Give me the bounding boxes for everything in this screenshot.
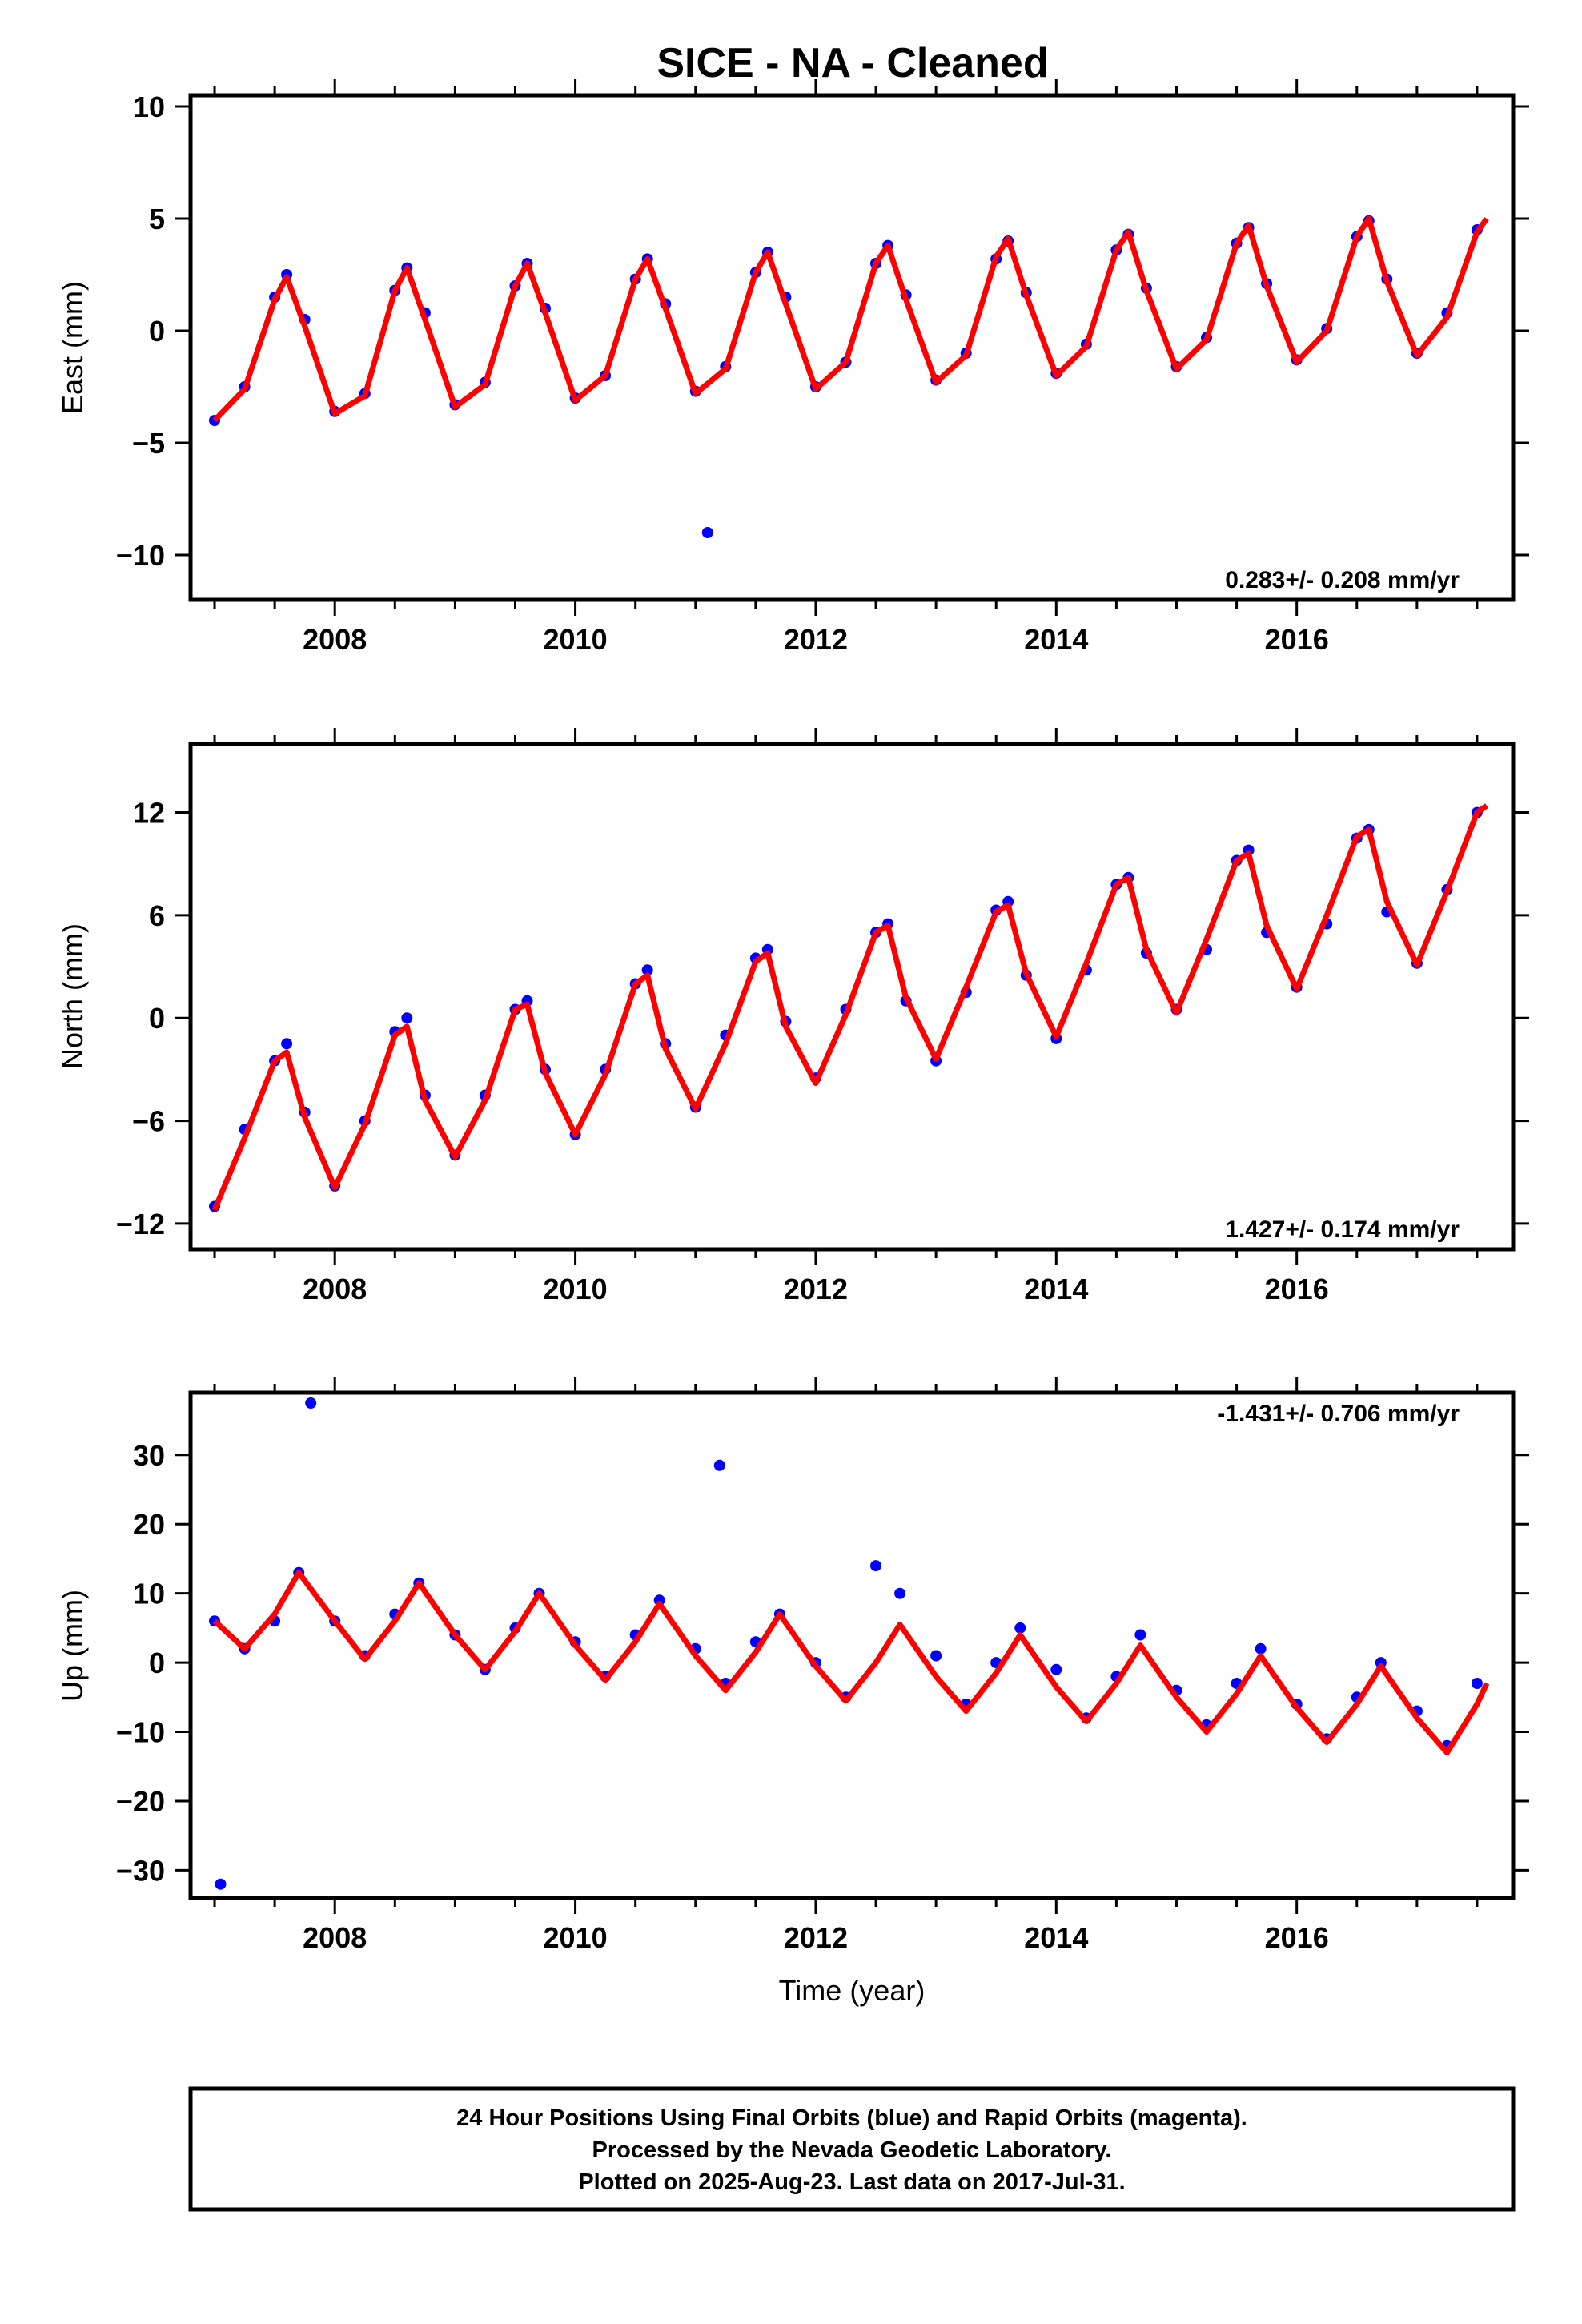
east-x-tick-label: 2016 — [1265, 623, 1329, 656]
east-panel-frame — [188, 93, 1516, 602]
up-panel: 2008 2010 2012 2014 2016 −30 −20 −10 0 10 20 30 Up … — [56, 1377, 1529, 1954]
x-axis-label: Time (year) — [779, 1974, 926, 2007]
up-x-tick-label: 2014 — [1024, 1921, 1088, 1954]
caption-line-1: 24 Hour Positions Using Final Orbits (bl… — [456, 2105, 1247, 2131]
east-y-tick-label: 10 — [133, 90, 165, 123]
up-data-point — [713, 1459, 725, 1471]
figure-title: SICE - NA - Cleaned — [656, 40, 1048, 86]
north-data-point — [401, 1012, 413, 1024]
up-y-tick-label: −30 — [116, 1854, 165, 1887]
up-data-point — [1050, 1663, 1062, 1675]
north-data-point — [641, 964, 653, 976]
up-fit-line — [212, 1570, 1490, 1755]
east-y-tick-label: −10 — [116, 539, 165, 572]
east-data-point — [701, 527, 713, 538]
east-x-tick-label: 2014 — [1024, 623, 1088, 656]
up-rate-label: -1.431+/- 0.706 mm/yr — [1217, 1401, 1460, 1427]
north-panel-frame — [188, 742, 1516, 1252]
up-data-point — [1471, 1678, 1483, 1689]
up-data-point — [1255, 1642, 1267, 1655]
up-y-tick-label: 10 — [133, 1578, 165, 1610]
up-x-tick-label: 2008 — [303, 1921, 367, 1954]
up-data-point — [930, 1650, 942, 1662]
up-y-axis-label: Up (mm) — [56, 1590, 89, 1702]
caption-frame — [188, 2086, 1516, 2212]
north-x-tick-label: 2008 — [303, 1273, 367, 1305]
east-x-tick-label: 2012 — [784, 623, 848, 656]
north-x-tick-label: 2014 — [1024, 1273, 1088, 1305]
caption-line-3: Plotted on 2025-Aug-23. Last data on 201… — [578, 2169, 1125, 2195]
east-fit-line — [212, 215, 1489, 423]
east-y-tick-label: 5 — [149, 203, 165, 235]
east-x-tick-label: 2008 — [303, 623, 367, 656]
caption-line-2: Processed by the Nevada Geodetic Laborat… — [592, 2137, 1112, 2163]
up-data-point — [215, 1878, 227, 1890]
east-y-tick-label: −5 — [132, 427, 165, 460]
east-y-axis-label: East (mm) — [56, 281, 89, 414]
north-x-tick-label: 2012 — [784, 1273, 848, 1305]
north-x-tick-label: 2010 — [544, 1273, 608, 1305]
up-y-tick-label: −10 — [116, 1716, 165, 1749]
up-y-tick-label: 20 — [133, 1508, 165, 1541]
north-rate-label: 1.427+/- 0.174 mm/yr — [1225, 1216, 1460, 1243]
north-y-tick-label: 12 — [133, 797, 165, 830]
east-x-tick-label: 2010 — [544, 623, 608, 656]
up-y-tick-label: 30 — [133, 1439, 165, 1472]
east-ticks: 2008 2010 2012 2014 2016 −10 −5 0 5 10 — [116, 79, 1529, 656]
east-y-tick-label: 0 — [149, 315, 165, 348]
east-rate-label: 0.283+/- 0.208 mm/yr — [1225, 567, 1460, 593]
up-x-tick-label: 2012 — [784, 1921, 848, 1954]
north-y-tick-label: −6 — [132, 1105, 165, 1138]
north-ticks: 2008 2010 2012 2014 2016 −12 −6 0 6 12 — [116, 728, 1529, 1305]
up-x-tick-label: 2010 — [544, 1921, 608, 1954]
up-y-tick-label: 0 — [149, 1647, 165, 1679]
north-fit-line — [211, 803, 1489, 1212]
north-y-axis-label: North (mm) — [56, 923, 89, 1069]
up-x-tick-label: 2016 — [1265, 1921, 1329, 1954]
north-x-tick-label: 2016 — [1265, 1273, 1329, 1305]
up-data-point — [894, 1587, 906, 1599]
north-panel: 2008 2010 2012 2014 2016 −12 −6 0 6 12 North (mm)… — [56, 728, 1529, 1305]
up-data-point — [1134, 1629, 1146, 1641]
north-y-tick-label: −12 — [116, 1208, 165, 1240]
north-y-tick-label: 0 — [149, 1002, 165, 1035]
up-data-point — [1014, 1622, 1026, 1634]
up-ticks: 2008 2010 2012 2014 2016 −30 −20 −10 0 10 20 30 — [116, 1377, 1529, 1954]
caption-box: 24 Hour Positions Using Final Orbits (bl… — [188, 2086, 1516, 2212]
up-y-tick-label: −20 — [116, 1785, 165, 1818]
up-panel-frame — [188, 1390, 1516, 1900]
up-data-point — [305, 1397, 317, 1409]
up-data-point — [870, 1560, 881, 1572]
north-data-point — [281, 1038, 293, 1050]
north-y-tick-label: 6 — [149, 899, 165, 932]
